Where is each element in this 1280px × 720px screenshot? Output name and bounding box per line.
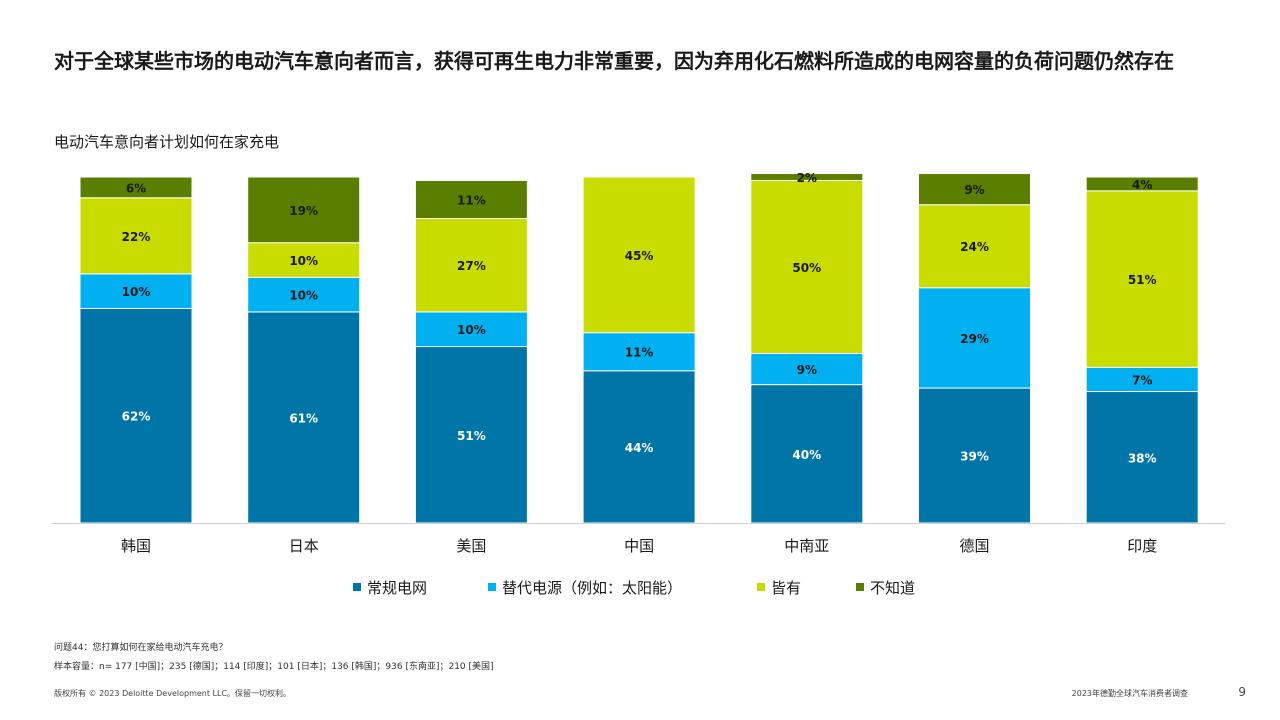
legend-swatch bbox=[856, 583, 864, 591]
data-label: 44% bbox=[625, 441, 654, 455]
page-title: 对于全球某些市场的电动汽车意向者而言，获得可再生电力非常重要，因为弃用化石燃料所… bbox=[54, 49, 1174, 73]
bar-segment bbox=[1085, 176, 1199, 192]
data-label: 45% bbox=[625, 249, 654, 263]
bar-segment bbox=[918, 387, 1031, 524]
data-label: 9% bbox=[964, 183, 984, 197]
data-label: 29% bbox=[960, 332, 989, 346]
bar-segment bbox=[79, 307, 193, 524]
stacked-bar-chart: 62% 10% 22% 6% 韩国 61% 10% 10% 19% 日本 51% 10% 27% 11% 美… bbox=[52, 171, 1226, 555]
sample-size-note: 样本容量：n= 177 [中国]；235 [德国]；114 [印度]；101 [… bbox=[54, 662, 494, 672]
legend-swatch bbox=[488, 583, 496, 591]
bar-segment bbox=[750, 173, 864, 181]
bar-segment bbox=[414, 311, 528, 348]
legend-label: 替代电源（例如：太阳能） bbox=[502, 579, 683, 597]
data-label: 38% bbox=[1128, 451, 1157, 465]
data-label: 2% bbox=[797, 171, 817, 185]
category-label: 日本 bbox=[289, 537, 319, 555]
data-label: 40% bbox=[792, 448, 821, 462]
data-label: 51% bbox=[1128, 273, 1157, 287]
data-label: 51% bbox=[457, 429, 486, 443]
legend-item: 替代电源（例如：太阳能） bbox=[488, 577, 682, 598]
category-label: 印度 bbox=[1127, 537, 1157, 555]
data-label: 11% bbox=[625, 346, 654, 360]
category-label: 美国 bbox=[456, 537, 486, 555]
data-label: 7% bbox=[1132, 373, 1152, 387]
data-label: 24% bbox=[960, 240, 989, 254]
legend-label: 常规电网 bbox=[367, 579, 428, 597]
bar-segment bbox=[582, 370, 696, 524]
bar-segment bbox=[750, 384, 864, 524]
bar-segment bbox=[247, 176, 361, 244]
data-label: 11% bbox=[457, 193, 486, 207]
data-label: 39% bbox=[960, 450, 989, 464]
chart-legend: 常规电网 替代电源（例如：太阳能） 皆有 不知道 bbox=[0, 577, 1280, 597]
legend-swatch bbox=[353, 583, 361, 591]
data-label: 10% bbox=[457, 323, 486, 337]
bar-segment bbox=[1085, 391, 1199, 524]
bar-segment bbox=[750, 352, 864, 386]
data-label: 62% bbox=[122, 410, 151, 424]
category-label: 韩国 bbox=[121, 537, 151, 555]
page-number: 9 bbox=[1238, 685, 1246, 699]
bar-segment bbox=[414, 346, 528, 524]
legend-item: 常规电网 bbox=[353, 577, 427, 598]
data-label: 27% bbox=[457, 259, 486, 273]
legend-swatch bbox=[757, 583, 765, 591]
data-label: 61% bbox=[289, 411, 318, 425]
question-note: 问题44：您打算如何在家给电动汽车充电？ bbox=[54, 643, 228, 653]
data-label: 9% bbox=[797, 363, 817, 377]
legend-label: 不知道 bbox=[870, 579, 916, 597]
category-label: 德国 bbox=[959, 537, 989, 555]
bar-segment bbox=[79, 176, 193, 199]
report-name: 2023年德勤全球汽车消费者调查 bbox=[1071, 689, 1188, 698]
chart-subtitle: 电动汽车意向者计划如何在家充电 bbox=[54, 133, 280, 151]
data-label: 10% bbox=[122, 285, 151, 299]
data-label: 22% bbox=[122, 230, 151, 244]
bar-segment bbox=[918, 173, 1031, 206]
copyright-text: 版权所有 © 2023 Deloitte Development LLC。保留一… bbox=[54, 689, 292, 698]
bar-segment bbox=[79, 273, 193, 309]
bar-segment bbox=[582, 176, 696, 334]
data-label: 19% bbox=[289, 204, 318, 218]
legend-item: 不知道 bbox=[856, 577, 915, 598]
data-label: 50% bbox=[792, 261, 821, 275]
data-label: 6% bbox=[126, 181, 146, 195]
bar-segment bbox=[247, 242, 361, 278]
bar-segment bbox=[918, 204, 1031, 289]
bar-segment bbox=[918, 287, 1031, 389]
bar-segment bbox=[414, 179, 528, 220]
bar-segment bbox=[582, 332, 696, 372]
data-label: 10% bbox=[289, 254, 318, 268]
bar-segment bbox=[750, 179, 864, 354]
data-label: 4% bbox=[1132, 178, 1152, 192]
data-label: 10% bbox=[289, 289, 318, 303]
bar-segment bbox=[1085, 190, 1199, 368]
category-label: 中南亚 bbox=[784, 537, 829, 555]
legend-item: 皆有 bbox=[757, 577, 801, 598]
category-label: 中国 bbox=[624, 537, 654, 555]
legend-label: 皆有 bbox=[771, 579, 802, 597]
bar-segment bbox=[79, 197, 193, 275]
